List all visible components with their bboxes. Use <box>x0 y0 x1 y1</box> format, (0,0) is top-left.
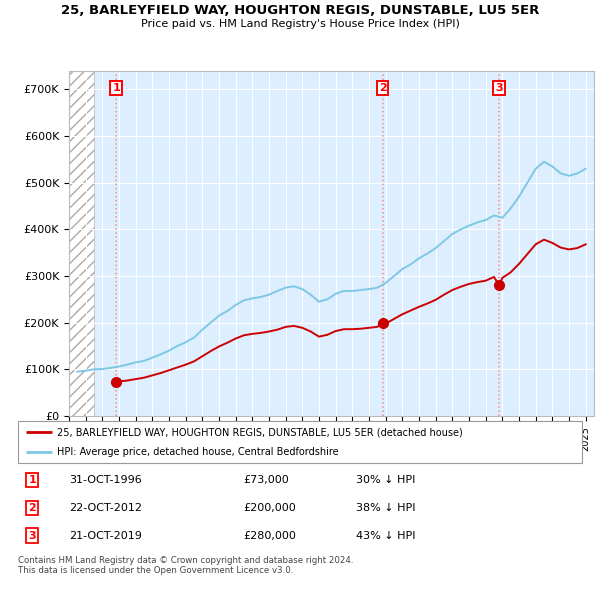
Text: 1: 1 <box>28 475 36 485</box>
Text: 1: 1 <box>112 83 120 93</box>
Text: 21-OCT-2019: 21-OCT-2019 <box>69 531 142 541</box>
Text: 2: 2 <box>379 83 386 93</box>
Text: 38% ↓ HPI: 38% ↓ HPI <box>356 503 416 513</box>
Text: Price paid vs. HM Land Registry's House Price Index (HPI): Price paid vs. HM Land Registry's House … <box>140 19 460 29</box>
Text: £200,000: £200,000 <box>244 503 296 513</box>
Text: 30% ↓ HPI: 30% ↓ HPI <box>356 475 416 485</box>
Text: 22-OCT-2012: 22-OCT-2012 <box>69 503 142 513</box>
FancyBboxPatch shape <box>18 421 582 463</box>
Text: 25, BARLEYFIELD WAY, HOUGHTON REGIS, DUNSTABLE, LU5 5ER (detached house): 25, BARLEYFIELD WAY, HOUGHTON REGIS, DUN… <box>58 427 463 437</box>
Bar <box>69 71 94 416</box>
Text: 25, BARLEYFIELD WAY, HOUGHTON REGIS, DUNSTABLE, LU5 5ER: 25, BARLEYFIELD WAY, HOUGHTON REGIS, DUN… <box>61 4 539 17</box>
Text: £280,000: £280,000 <box>244 531 296 541</box>
Text: 3: 3 <box>28 531 36 541</box>
Text: 3: 3 <box>496 83 503 93</box>
Text: Contains HM Land Registry data © Crown copyright and database right 2024.
This d: Contains HM Land Registry data © Crown c… <box>18 556 353 575</box>
Text: £73,000: £73,000 <box>244 475 289 485</box>
Text: HPI: Average price, detached house, Central Bedfordshire: HPI: Average price, detached house, Cent… <box>58 447 339 457</box>
Text: 31-OCT-1996: 31-OCT-1996 <box>69 475 142 485</box>
Text: 2: 2 <box>28 503 36 513</box>
Text: 43% ↓ HPI: 43% ↓ HPI <box>356 531 416 541</box>
